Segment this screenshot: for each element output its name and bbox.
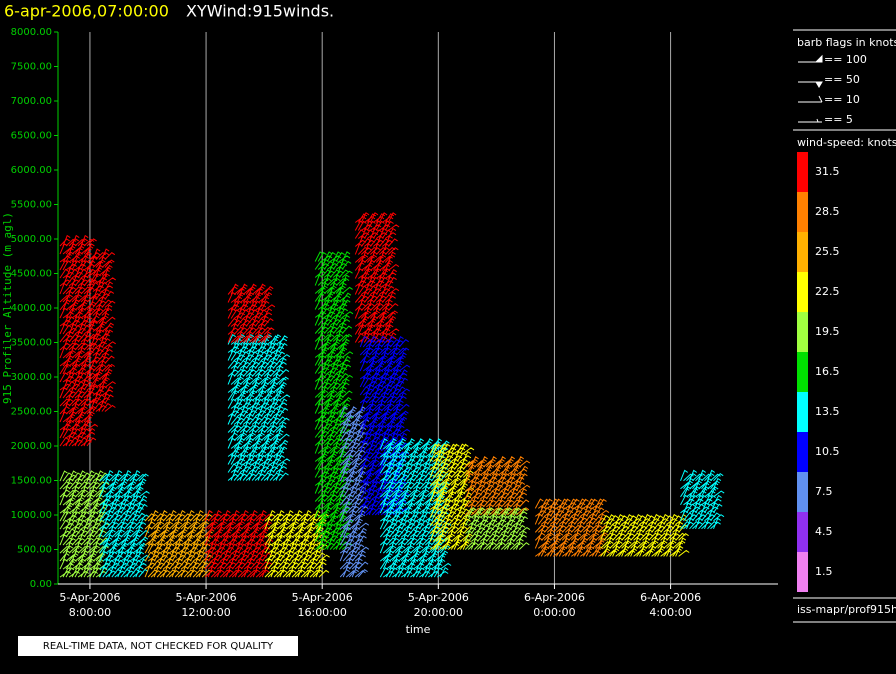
- y-tick-label: 6000.00: [11, 165, 52, 176]
- speed-legend-title: wind-speed: knots: [797, 136, 896, 149]
- y-tick-label: 6500.00: [11, 131, 52, 142]
- wind-barbs: [264, 509, 330, 578]
- colorbar-label: 4.5: [815, 525, 833, 538]
- x-tick-label: 6-Apr-2006 0:00:00: [524, 591, 585, 619]
- x-tick-label: 6-Apr-2006 4:00:00: [640, 591, 701, 619]
- y-tick-label: 7000.00: [11, 96, 52, 107]
- y-axis-label: 915 Profiler Altitude (m agl): [1, 212, 14, 404]
- wind-barbs: [144, 509, 217, 578]
- wind-barbs: [464, 507, 531, 550]
- colorbar-label: 19.5: [815, 325, 840, 338]
- y-tick-label: 3000.00: [11, 372, 52, 383]
- x-tick-label: 5-Apr-2006 20:00:00: [408, 591, 469, 619]
- wind-barbs: [429, 443, 475, 550]
- y-tick-label: 5000.00: [11, 234, 52, 245]
- y-tick-label: 2500.00: [11, 407, 52, 418]
- x-tick-label: 5-Apr-2006 8:00:00: [59, 591, 120, 619]
- colorbar-box: [797, 512, 808, 552]
- y-tick-label: 500.00: [17, 545, 52, 556]
- colorbar-label: 25.5: [815, 245, 840, 258]
- x-axis-label: time: [406, 623, 431, 636]
- wind-barbs: [534, 498, 610, 557]
- chart-subtitle: XYWind:915winds.: [186, 2, 334, 21]
- wind-barbs: [464, 456, 531, 516]
- colorbar-box: [797, 352, 808, 392]
- colorbar-box: [797, 472, 808, 512]
- colorbar-label: 28.5: [815, 205, 840, 218]
- colorbar-box: [797, 552, 808, 592]
- x-tick-label: 5-Apr-2006 16:00:00: [292, 591, 353, 619]
- y-tick-label: 8000.00: [11, 27, 52, 38]
- x-tick-label: 5-Apr-2006 12:00:00: [176, 591, 237, 619]
- colorbar-box: [797, 432, 808, 472]
- chart-title: 6-apr-2006,07:00:00: [4, 2, 169, 21]
- barb-legend-entry: == 50: [824, 73, 860, 86]
- wind-barbs: [59, 470, 110, 578]
- wind-barbs: [354, 212, 400, 343]
- y-tick-label: 4000.00: [11, 303, 52, 314]
- footer-text: REAL-TIME DATA, NOT CHECKED FOR QUALITY: [43, 641, 274, 652]
- y-tick-label: 2000.00: [11, 441, 52, 452]
- colorbar-box: [797, 272, 808, 312]
- source-label: iss-mapr/prof915h: [797, 603, 896, 616]
- colorbar-label: 1.5: [815, 565, 833, 578]
- colorbar-box: [797, 232, 808, 272]
- footer-box: [18, 636, 298, 656]
- y-tick-label: 1500.00: [11, 476, 52, 487]
- colorbar-box: [797, 192, 808, 232]
- barb-legend-entry: == 100: [824, 53, 867, 66]
- colorbar-label: 16.5: [815, 365, 840, 378]
- wind-barbs: [89, 248, 116, 412]
- wind-barbs: [600, 513, 690, 557]
- colorbar-label: 22.5: [815, 285, 840, 298]
- wind-barbs: [227, 283, 276, 343]
- colorbar-box: [797, 152, 808, 192]
- wind-barbs: [314, 251, 354, 550]
- barb-legend-entry: == 10: [824, 93, 860, 106]
- barb-legend-title: barb flags in knots: [797, 36, 896, 49]
- wind-barbs: [59, 234, 99, 447]
- colorbar-box: [797, 312, 808, 352]
- y-tick-label: 7500.00: [11, 62, 52, 73]
- colorbar-label: 7.5: [815, 485, 833, 498]
- barb-legend-symbols: [798, 54, 823, 123]
- wind-barbs: [227, 333, 291, 481]
- y-tick-label: 4500.00: [11, 269, 52, 280]
- wind-barbs: [204, 509, 274, 578]
- colorbar-box: [797, 392, 808, 432]
- wind-barbs: [339, 406, 370, 578]
- colorbar-label: 31.5: [815, 165, 840, 178]
- y-tick-label: 3500.00: [11, 338, 52, 349]
- barb-legend-entry: == 5: [824, 113, 853, 126]
- wind-barbs: [99, 469, 150, 578]
- wind-barbs: [680, 469, 725, 530]
- colorbar-label: 13.5: [815, 405, 840, 418]
- y-tick-label: 0.00: [30, 579, 52, 590]
- colorbar-label: 10.5: [815, 445, 840, 458]
- y-tick-label: 5500.00: [11, 200, 52, 211]
- y-tick-label: 1000.00: [11, 510, 52, 521]
